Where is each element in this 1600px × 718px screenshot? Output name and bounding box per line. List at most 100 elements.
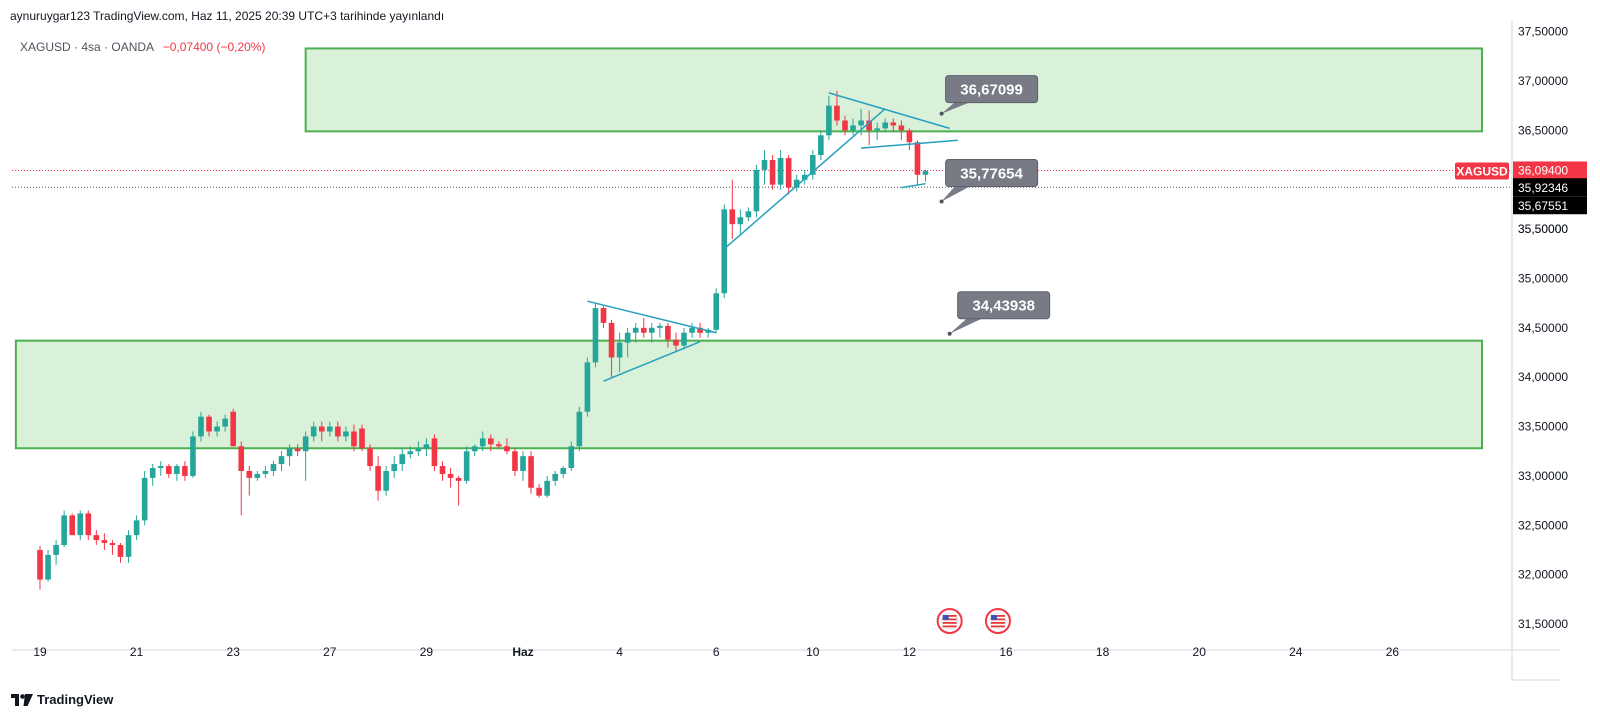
candle-body <box>407 451 414 455</box>
candle <box>141 470 148 526</box>
candle <box>882 118 889 133</box>
candle <box>117 543 124 563</box>
candle-body <box>310 426 317 437</box>
candle-body <box>737 217 744 225</box>
candle <box>697 322 703 338</box>
candle <box>230 408 236 447</box>
candle <box>85 510 92 541</box>
candle <box>761 150 768 185</box>
candle-body <box>182 466 188 476</box>
callout-1: 35,77654 <box>939 158 1039 204</box>
candle <box>640 317 647 338</box>
symbol-info: XAGUSD · 4sa · OANDA −0,07400 (−0,20%) <box>20 40 265 54</box>
price-change: −0,07400 (−0,20%) <box>162 40 266 54</box>
candle-body <box>544 480 550 496</box>
flag-stripe <box>942 622 957 624</box>
candle-body <box>721 209 728 294</box>
candle <box>552 470 558 486</box>
candle-body <box>238 446 245 471</box>
candle-body <box>600 308 607 323</box>
candle-body <box>769 159 776 185</box>
callout-2: 34,43938 <box>947 291 1051 336</box>
candle-body <box>109 543 116 546</box>
candle <box>681 327 687 350</box>
y-tick-label: 37,50000 <box>1518 25 1568 39</box>
candle <box>61 510 67 547</box>
candle <box>721 204 728 299</box>
candle <box>286 444 293 467</box>
y-tick-label: 32,50000 <box>1518 518 1568 532</box>
candle <box>294 444 301 457</box>
candle <box>657 322 663 338</box>
x-tick-label: 23 <box>227 645 241 659</box>
candle-body <box>592 308 599 363</box>
candle-body <box>117 545 124 557</box>
candle-body <box>149 468 156 478</box>
candle-body <box>713 293 719 330</box>
candle <box>866 110 872 146</box>
x-tick-label: 10 <box>806 645 820 659</box>
candle-body <box>302 436 309 452</box>
candle-body <box>157 466 164 469</box>
candle <box>649 322 655 343</box>
tradingview-brand[interactable]: TradingView <box>11 692 113 707</box>
candle-body <box>536 487 542 496</box>
candle <box>624 327 631 358</box>
callout-pointer <box>941 185 972 202</box>
candle-body <box>793 179 800 188</box>
candle <box>222 414 228 432</box>
candle <box>632 322 639 343</box>
candle <box>665 322 671 348</box>
candle-body <box>214 426 220 432</box>
candle-body <box>141 477 148 521</box>
candle <box>447 468 454 488</box>
candle <box>174 464 180 481</box>
candle <box>69 513 75 536</box>
candle-body <box>166 466 172 474</box>
price-callouts: 36,67099 35,77654 34,43938 <box>939 75 1051 336</box>
candle <box>520 451 526 481</box>
candle-body <box>471 446 478 452</box>
candle-body <box>665 325 671 340</box>
price-tags: XAGUSD36,0940003:20:3235,5000035,9234635… <box>1455 161 1587 236</box>
candle <box>858 108 864 136</box>
y-tick-label: 31,50000 <box>1518 617 1568 631</box>
candle-body <box>383 470 389 491</box>
candle-body <box>761 159 768 170</box>
candle <box>914 140 921 185</box>
candle-body <box>560 468 567 474</box>
candle <box>125 530 132 563</box>
x-axis: 19 21 23 27 29 Haz 4 6 10 12 16 18 20 24 26 <box>33 645 1399 659</box>
candle <box>367 444 373 471</box>
candle-body <box>866 120 872 131</box>
candle-body <box>375 466 381 491</box>
candle-body <box>206 416 212 432</box>
candle-body <box>632 327 639 333</box>
candle-body <box>343 431 349 437</box>
candle-body <box>858 120 864 126</box>
candle <box>504 438 510 455</box>
candle <box>463 446 470 484</box>
candle-body <box>810 155 816 175</box>
candle-body <box>479 438 486 447</box>
candle-body <box>286 448 293 457</box>
candle <box>810 150 816 180</box>
y-tick-label: 37,00000 <box>1518 74 1568 88</box>
candle-body <box>745 211 752 218</box>
trendline-5 <box>901 182 926 189</box>
candle <box>415 441 422 457</box>
x-tick-label: 24 <box>1289 645 1303 659</box>
candle <box>109 540 116 555</box>
candle-body <box>584 362 591 412</box>
flag-stripe <box>990 618 1005 621</box>
callout-label: 35,77654 <box>960 165 1023 182</box>
candle <box>318 421 325 442</box>
candle <box>278 451 285 471</box>
candle-body <box>278 456 285 465</box>
candle-body <box>77 513 84 536</box>
flag-stripe <box>990 622 1005 624</box>
flag-stripe <box>942 618 957 621</box>
symbol-tag <box>1455 162 1509 180</box>
trendline-0 <box>587 300 717 334</box>
